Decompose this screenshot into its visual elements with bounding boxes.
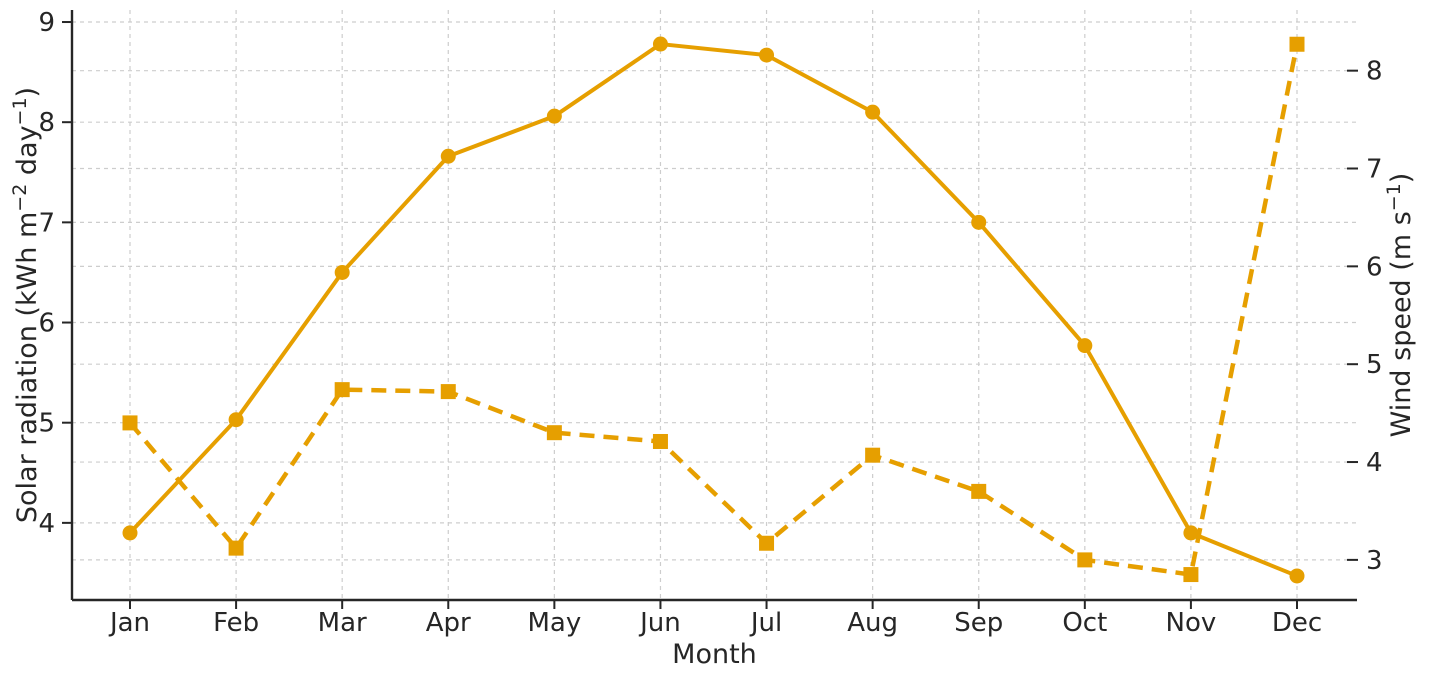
left-y-axis-label-segment: Solar radiation (kWh m xyxy=(12,212,43,523)
x-tick-label: May xyxy=(527,608,581,638)
wind-speed-line xyxy=(128,43,1300,577)
solar-radiation-marker xyxy=(865,104,881,120)
wind-speed-marker xyxy=(1183,567,1199,583)
wind-speed-marker xyxy=(228,540,244,556)
wind-speed-marker xyxy=(971,483,987,499)
left-y-tick-label: 9 xyxy=(38,8,55,38)
solar-radiation-marker xyxy=(1183,525,1199,541)
solar-radiation-marker xyxy=(1289,568,1305,584)
wind-speed-marker xyxy=(865,447,881,463)
left-y-axis-label-segment: −2 xyxy=(9,184,31,212)
wind-speed-marker xyxy=(334,382,350,398)
solar-radiation-marker xyxy=(546,108,562,124)
left-y-axis-label: Solar radiation (kWh m−2 day−1) xyxy=(9,87,43,523)
solar-radiation-marker xyxy=(759,47,775,63)
solar-radiation-line xyxy=(128,42,1299,578)
right-y-tick-label: 7 xyxy=(1366,155,1383,185)
wind-speed-marker xyxy=(1077,552,1093,568)
left-y-axis-label-segment: −1 xyxy=(9,97,31,125)
right-y-tick-label: 4 xyxy=(1366,448,1383,478)
left-y-tick-label: 4 xyxy=(38,509,55,539)
solar-radiation-marker xyxy=(971,214,987,230)
wind-speed-marker xyxy=(440,384,456,400)
x-tick-label: Jul xyxy=(749,608,782,638)
wind-speed-marker xyxy=(122,415,138,431)
x-tick-label: Sep xyxy=(954,608,1003,638)
solar-radiation-marker xyxy=(334,264,350,280)
right-y-axis-label-segment: ) xyxy=(1386,173,1417,184)
x-tick-label: Feb xyxy=(213,608,259,638)
right-y-tick-label: 5 xyxy=(1366,350,1383,380)
right-y-axis-label-segment: −1 xyxy=(1383,183,1405,211)
left-y-axis-label-segment: day xyxy=(12,125,43,183)
right-y-tick-label: 6 xyxy=(1366,252,1383,282)
x-axis-label: Month xyxy=(672,639,757,670)
x-tick-label: Jun xyxy=(638,608,681,638)
x-tick-label: Nov xyxy=(1166,608,1217,638)
solar-radiation-marker xyxy=(228,412,244,428)
wind-speed-marker xyxy=(652,433,668,449)
wind-speed-marker xyxy=(759,535,775,551)
solar-radiation-marker xyxy=(1077,338,1093,354)
x-tick-label: Oct xyxy=(1062,608,1107,638)
right-y-axis-label: Wind speed (m s−1) xyxy=(1383,173,1417,438)
right-y-tick-label: 3 xyxy=(1366,546,1383,576)
wind-speed-marker xyxy=(1289,36,1305,52)
x-tick-label: Aug xyxy=(847,608,898,638)
x-tick-label: Dec xyxy=(1272,608,1322,638)
right-y-tick-label: 8 xyxy=(1366,57,1383,87)
left-y-tick-label: 6 xyxy=(38,309,55,339)
left-y-tick-label: 8 xyxy=(38,108,55,138)
solar-radiation-marker xyxy=(122,525,138,541)
left-y-tick-label: 5 xyxy=(38,409,55,439)
x-tick-label: Mar xyxy=(318,608,367,638)
right-y-axis-label-segment: Wind speed (m s xyxy=(1386,211,1417,437)
solar-radiation-marker xyxy=(440,148,456,164)
solar-radiation-marker xyxy=(652,36,668,52)
left-y-tick-label: 7 xyxy=(38,208,55,238)
left-y-axis-label-segment: ) xyxy=(12,87,43,98)
x-tick-label: Apr xyxy=(426,608,471,638)
wind-speed-marker xyxy=(546,425,562,441)
x-tick-label: Jan xyxy=(108,608,150,638)
